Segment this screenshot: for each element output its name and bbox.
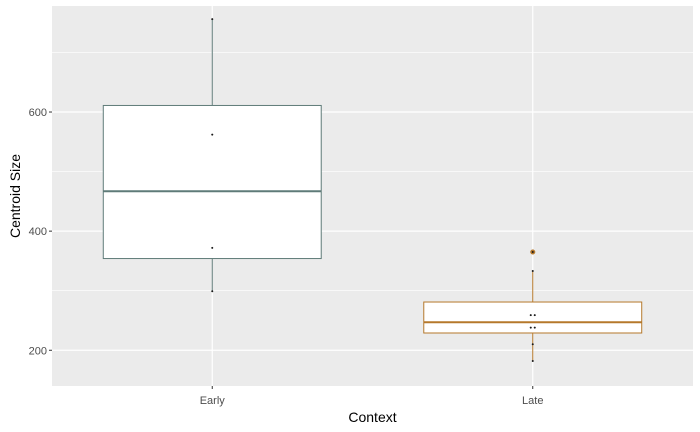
- data-point: [533, 326, 536, 329]
- boxplots: [102, 18, 643, 362]
- x-tick-label: Early: [200, 395, 226, 407]
- data-point: [531, 270, 534, 273]
- data-point: [211, 290, 214, 293]
- data-point: [211, 246, 214, 249]
- x-axis-title: Context: [348, 409, 396, 425]
- x-tick-label: Late: [522, 395, 543, 407]
- data-point: [531, 250, 534, 253]
- x-axis: Early Late: [200, 386, 543, 407]
- data-point: [529, 326, 532, 329]
- y-tick-label: 200: [29, 345, 47, 357]
- data-point: [211, 18, 214, 21]
- data-point: [529, 314, 532, 317]
- box: [423, 301, 643, 334]
- boxplot-early: [102, 18, 322, 293]
- data-point: [211, 133, 214, 136]
- y-axis: 200 400 600: [29, 107, 52, 357]
- data-point: [531, 359, 534, 362]
- boxplot-late: [423, 249, 643, 362]
- box: [102, 104, 322, 260]
- data-point: [533, 314, 536, 317]
- y-axis-title: Centroid Size: [7, 154, 23, 238]
- y-tick-label: 400: [29, 226, 47, 238]
- data-point: [531, 343, 534, 346]
- y-tick-label: 600: [29, 107, 47, 119]
